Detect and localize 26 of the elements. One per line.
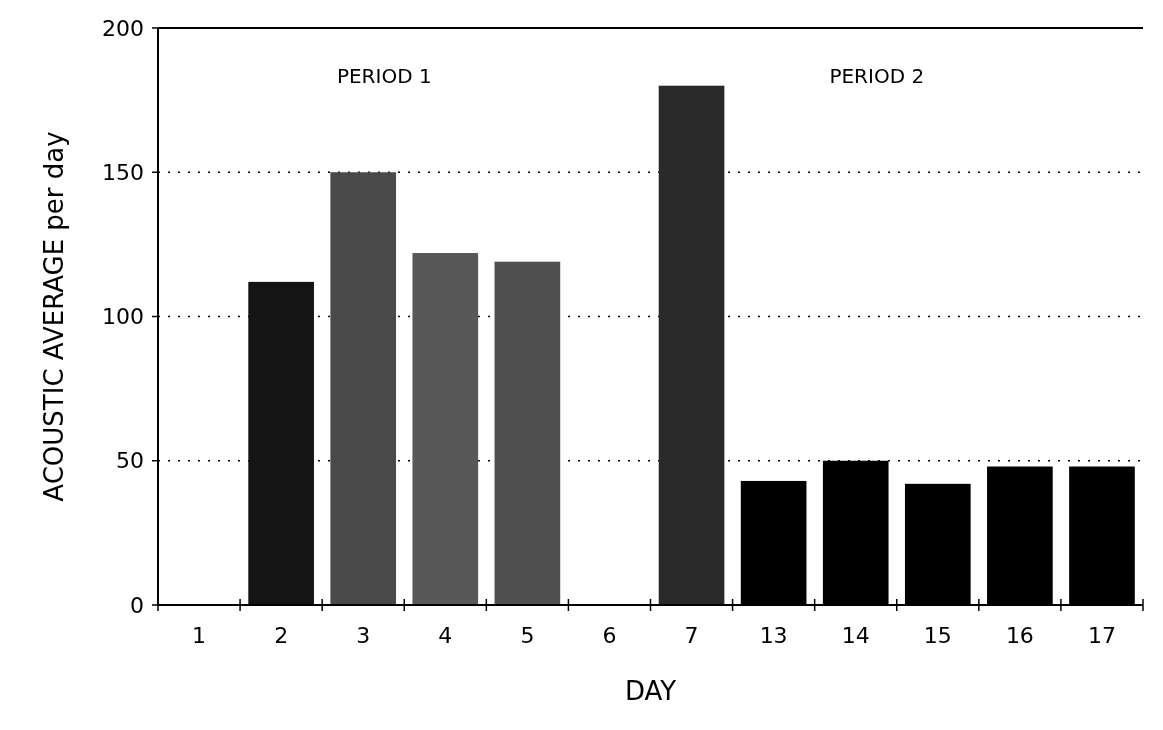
y-tick-label: 150: [102, 159, 144, 185]
bar: [412, 253, 479, 605]
x-tick-label: 7: [684, 623, 699, 648]
bar: [494, 261, 561, 605]
y-tick-label: 100: [102, 304, 144, 330]
x-tick-label: 2: [274, 623, 289, 648]
y-tick-label: 200: [102, 15, 144, 41]
x-tick-label: 3: [356, 623, 371, 648]
bar: [658, 85, 725, 605]
annotation: PERIOD 2: [829, 64, 925, 88]
x-tick-label: 4: [438, 623, 453, 648]
x-tick-label: 17: [1087, 623, 1116, 648]
x-tick-label: 15: [923, 623, 952, 648]
x-tick-label: 14: [841, 623, 870, 648]
bar: [330, 172, 397, 605]
x-tick-label: 16: [1005, 623, 1034, 648]
y-axis-title: ACOUSTIC AVERAGE per day: [39, 131, 69, 502]
x-axis-title: DAY: [624, 676, 677, 706]
bar: [248, 281, 314, 605]
x-tick-label: 6: [602, 623, 617, 648]
x-tick-label: 5: [520, 623, 535, 648]
y-tick-label: 0: [130, 592, 144, 618]
x-tick-label: 13: [759, 623, 788, 648]
x-tick-label: 1: [192, 623, 207, 648]
annotation: PERIOD 1: [336, 64, 432, 88]
y-tick-label: 50: [116, 448, 144, 474]
